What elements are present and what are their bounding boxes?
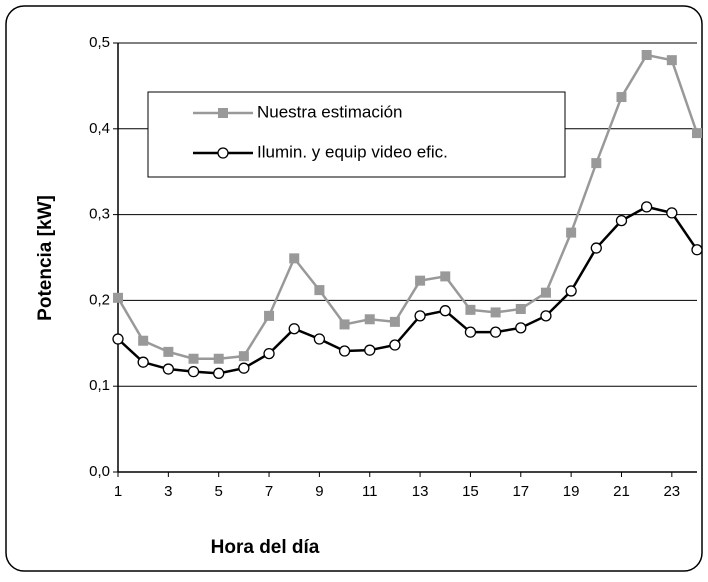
x-tick-label: 9 <box>315 483 323 500</box>
marker <box>515 322 527 334</box>
y-axis-label: Potencia [kW] <box>35 195 56 321</box>
marker <box>238 362 250 374</box>
marker <box>264 310 275 321</box>
marker <box>338 345 351 357</box>
marker <box>339 319 350 330</box>
marker <box>289 253 300 264</box>
marker <box>566 227 577 238</box>
y-tick-label: 0,2 <box>89 291 110 308</box>
legend-label: Nuestra estimación <box>257 102 403 121</box>
legend-box <box>147 91 566 178</box>
marker <box>540 287 551 298</box>
x-tick-label: 1 <box>114 483 122 500</box>
marker <box>414 310 426 322</box>
legend: Nuestra estimación Ilumin. y equip video … <box>147 91 566 178</box>
marker <box>389 316 400 327</box>
y-tick-label: 0,1 <box>89 377 110 394</box>
marker <box>666 55 677 66</box>
x-tick-label: 13 <box>412 483 429 500</box>
marker <box>490 307 501 318</box>
marker <box>590 242 602 254</box>
x-tick-label: 21 <box>613 483 630 500</box>
x-tick-label: 15 <box>462 483 479 500</box>
marker <box>188 353 199 364</box>
marker <box>691 244 703 256</box>
x-tick-label: 3 <box>164 483 172 500</box>
marker <box>238 351 249 362</box>
marker <box>288 323 300 335</box>
y-tick-label: 0,3 <box>89 206 110 223</box>
marker <box>692 128 702 139</box>
marker <box>138 335 149 346</box>
x-tick-label: 23 <box>663 483 680 500</box>
marker <box>213 353 224 364</box>
marker <box>163 346 174 357</box>
marker <box>364 344 376 356</box>
chart-border <box>5 5 703 572</box>
legend-marker <box>217 147 229 159</box>
marker <box>263 347 275 360</box>
y-tick-label: 0,4 <box>89 120 110 137</box>
y-tick-label: 0,0 <box>89 463 110 480</box>
marker <box>540 310 552 322</box>
marker <box>615 214 628 227</box>
y-tick-label: 0,5 <box>89 34 110 51</box>
legend-marker <box>218 108 228 118</box>
marker <box>364 314 375 325</box>
marker <box>113 292 123 303</box>
marker <box>415 275 426 286</box>
x-axis-label: Hora del día <box>211 537 320 558</box>
marker <box>440 271 451 282</box>
marker <box>137 356 149 368</box>
marker <box>465 304 476 315</box>
legend-label: Ilumin. y equip video efic. <box>257 142 448 161</box>
marker <box>641 50 652 61</box>
marker <box>666 207 678 219</box>
x-tick-label: 7 <box>265 483 273 500</box>
marker <box>641 201 653 213</box>
marker <box>439 305 451 317</box>
marker <box>515 303 526 314</box>
x-tick-label: 17 <box>512 483 529 500</box>
x-tick-label: 11 <box>362 483 378 500</box>
marker <box>213 367 225 379</box>
x-tick-label: 5 <box>215 483 223 500</box>
marker <box>313 333 326 345</box>
marker <box>616 92 627 103</box>
marker <box>314 285 325 296</box>
x-tick-label: 19 <box>563 483 580 500</box>
marker <box>112 333 124 345</box>
marker <box>187 365 200 378</box>
marker <box>162 363 174 375</box>
marker <box>489 326 502 338</box>
marker <box>591 158 602 169</box>
marker <box>565 285 577 297</box>
marker <box>389 339 401 351</box>
marker <box>464 326 477 338</box>
